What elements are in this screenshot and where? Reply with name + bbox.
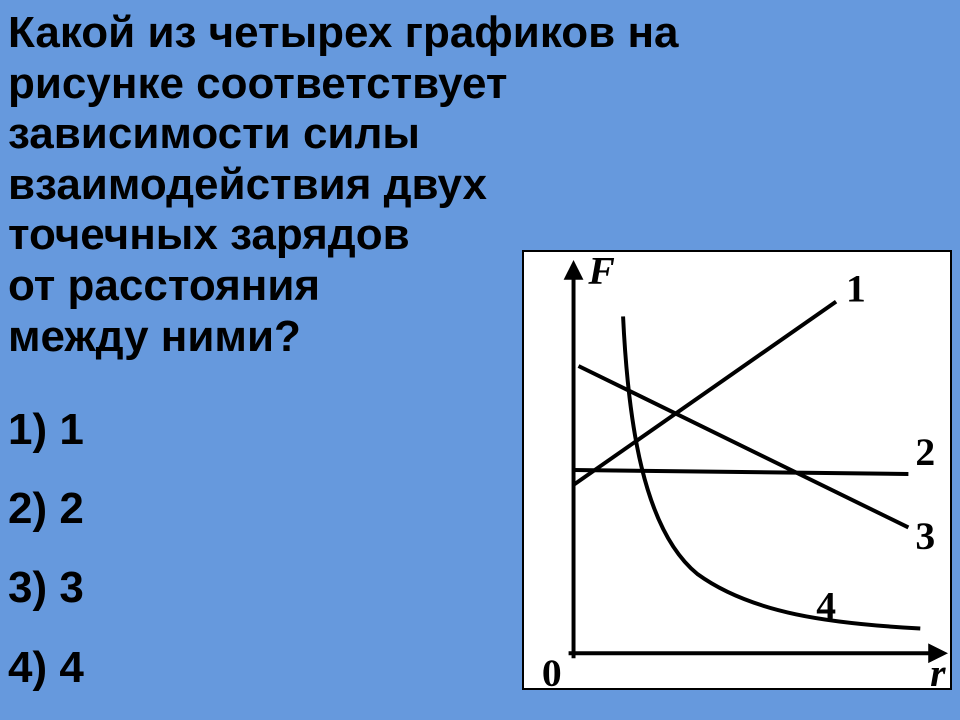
question-line-1: Какой из четырех графиков на <box>8 8 678 59</box>
option-1[interactable]: 1) 1 <box>8 390 84 469</box>
y-axis-arrow <box>564 260 584 280</box>
y-axis-label: F <box>587 252 614 293</box>
option-2[interactable]: 2) 2 <box>8 469 84 548</box>
answer-options: 1) 1 2) 2 3) 3 4) 4 <box>8 390 84 707</box>
curve-3-label: 3 <box>915 514 935 558</box>
curve-1-label: 1 <box>846 267 866 311</box>
origin-label: 0 <box>542 651 562 688</box>
physics-chart: F r 0 1 2 3 4 <box>524 252 950 688</box>
curve-4-label: 4 <box>816 584 836 628</box>
question-line-2: рисунке соответствует <box>8 59 678 110</box>
option-4[interactable]: 4) 4 <box>8 628 84 707</box>
curve-1 <box>574 302 837 485</box>
chart-container: F r 0 1 2 3 4 <box>522 250 952 690</box>
option-3[interactable]: 3) 3 <box>8 548 84 627</box>
question-line-4: взаимодействия двух <box>8 160 678 211</box>
curve-2-label: 2 <box>915 430 935 474</box>
question-line-3: зависимости силы <box>8 109 678 160</box>
x-axis-label: r <box>930 651 946 688</box>
curve-2 <box>574 470 909 474</box>
